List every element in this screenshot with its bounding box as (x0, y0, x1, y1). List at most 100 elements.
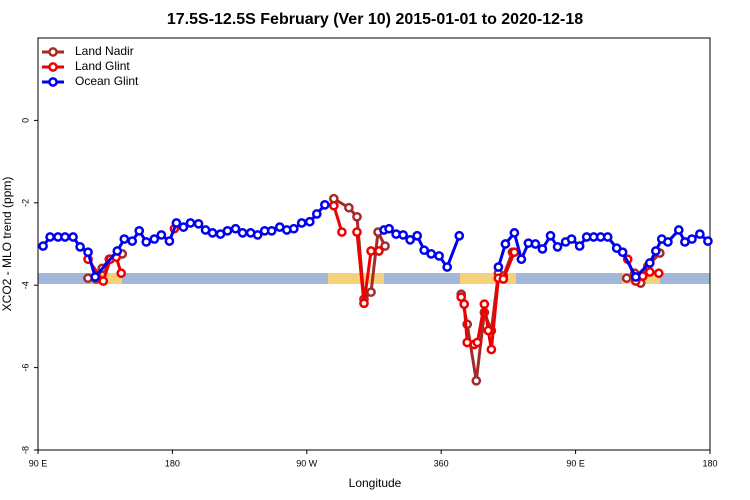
data-point (222, 225, 233, 236)
data-point (493, 262, 504, 272)
data-point (328, 200, 339, 211)
data-point (193, 218, 204, 229)
data-point (545, 230, 556, 241)
data-point (352, 211, 362, 222)
data-point (252, 230, 263, 240)
data-point (442, 262, 453, 272)
data-point (266, 225, 277, 236)
data-point (471, 375, 482, 386)
data-point (127, 236, 138, 246)
data-point (296, 218, 307, 228)
data-point (552, 242, 563, 252)
data-point (673, 225, 684, 235)
data-point (687, 234, 697, 244)
data-point (644, 258, 655, 268)
data-point (288, 223, 299, 234)
legend-label: Land Glint (75, 59, 130, 73)
data-point (653, 268, 664, 279)
data-point (483, 325, 494, 336)
data-point (374, 246, 384, 256)
data-point (516, 254, 527, 265)
data-point (663, 237, 673, 247)
data-point (83, 247, 93, 258)
data-point (98, 276, 109, 286)
data-point (630, 272, 641, 282)
data-point (405, 235, 415, 245)
data-point (149, 234, 160, 244)
data-point (650, 246, 661, 256)
x-tick-label: 90 E (566, 458, 585, 468)
data-point (185, 218, 196, 228)
series-line (41, 203, 326, 279)
legend-label: Ocean Glint (75, 74, 139, 88)
data-point (366, 246, 376, 256)
legend-marker (48, 47, 58, 57)
data-point (617, 247, 628, 258)
data-point (304, 216, 315, 227)
data-point (178, 222, 189, 232)
legend-marker (48, 77, 58, 87)
legend-label: Land Nadir (75, 44, 134, 58)
x-tick-label: 90 W (296, 458, 318, 468)
data-point (602, 232, 613, 242)
data-point (479, 299, 490, 310)
data-point (454, 230, 465, 241)
data-point (116, 268, 127, 279)
data-point (412, 230, 423, 241)
y-tick-label: -4 (20, 281, 30, 289)
data-point (366, 287, 376, 298)
data-point (237, 228, 248, 238)
data-point (380, 241, 390, 251)
data-point (45, 232, 55, 242)
data-point (119, 234, 130, 244)
data-point (134, 225, 145, 236)
data-point (352, 227, 362, 237)
data-point (359, 298, 369, 309)
plot-frame (37, 37, 711, 451)
data-point (574, 241, 585, 251)
data-point (90, 272, 101, 282)
data-point (500, 239, 511, 249)
data-point (398, 230, 408, 240)
data-point (164, 236, 175, 246)
y-tick-label: -6 (20, 364, 30, 372)
data-point (419, 245, 430, 256)
y-tick-label: 0 (20, 118, 30, 123)
data-point (112, 246, 123, 256)
data-point (486, 344, 497, 355)
data-point (566, 234, 577, 244)
data-point (384, 223, 394, 234)
data-point (75, 242, 85, 252)
data-point (426, 249, 437, 259)
data-point (38, 241, 48, 251)
chart-title: 17.5S-12.5S February (Ver 10) 2015-01-01… (167, 11, 583, 28)
legend-marker (48, 62, 58, 72)
data-point (530, 239, 541, 249)
data-point (311, 209, 322, 219)
data-point (320, 200, 330, 210)
x-axis-label: Longitude (349, 476, 402, 490)
data-point (644, 267, 655, 277)
data-point (537, 244, 548, 254)
y-tick-label: -2 (20, 199, 30, 207)
data-point (230, 223, 241, 234)
x-tick-label: 180 (165, 458, 180, 468)
data-point (60, 232, 70, 242)
data-point (141, 237, 152, 247)
data-point (621, 273, 632, 284)
data-point (207, 228, 218, 238)
data-point (171, 218, 182, 228)
y-axis-label: XCO2 - MLO trend (ppm) (0, 177, 14, 312)
data-point (68, 232, 78, 242)
data-point (703, 236, 713, 246)
data-point (156, 230, 167, 240)
data-point (509, 247, 520, 258)
data-point (694, 229, 705, 239)
data-point (472, 337, 483, 348)
x-tick-label: 90 E (29, 458, 48, 468)
x-tick-label: 180 (702, 458, 717, 468)
data-point (434, 251, 444, 261)
data-point (344, 202, 354, 213)
data-point (337, 227, 347, 237)
